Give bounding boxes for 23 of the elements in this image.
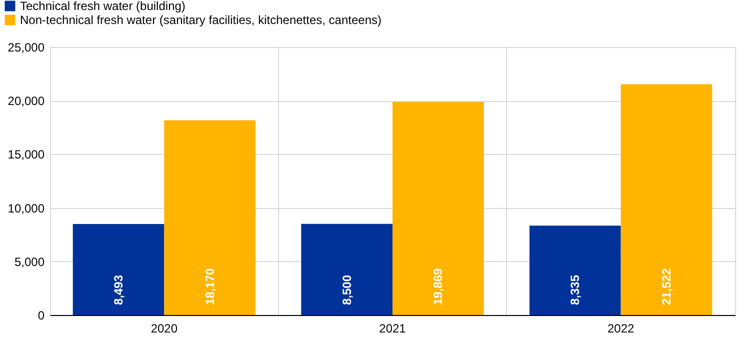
y-tick-label: 15,000 (8, 148, 45, 162)
bar (72, 224, 164, 315)
bar (530, 226, 621, 315)
x-tick-label: 2020 (150, 322, 178, 336)
x-tick-label: 2021 (379, 322, 406, 336)
data-label: 8,335 (568, 274, 582, 305)
bar (392, 102, 484, 315)
data-label: 19,869 (431, 268, 446, 305)
data-label: 8,500 (340, 274, 354, 305)
y-tick-label: 20,000 (8, 94, 45, 108)
y-tick-label: 0 (38, 308, 45, 322)
bar (620, 84, 712, 315)
bar (301, 224, 392, 315)
legend-label: Non-technical fresh water (sanitary facilities, kitchenettes, canteens) (20, 13, 382, 27)
data-label: 21,522 (660, 268, 674, 305)
data-label: 18,170 (202, 268, 217, 305)
legend-label: Technical fresh water (building) (20, 0, 186, 13)
y-tick-label: 10,000 (8, 201, 45, 216)
y-tick-label: 25,000 (8, 40, 45, 54)
data-label: 8,493 (112, 274, 126, 305)
bar (164, 120, 256, 315)
y-tick-label: 5,000 (14, 254, 45, 269)
x-tick-label: 2022 (607, 322, 635, 336)
